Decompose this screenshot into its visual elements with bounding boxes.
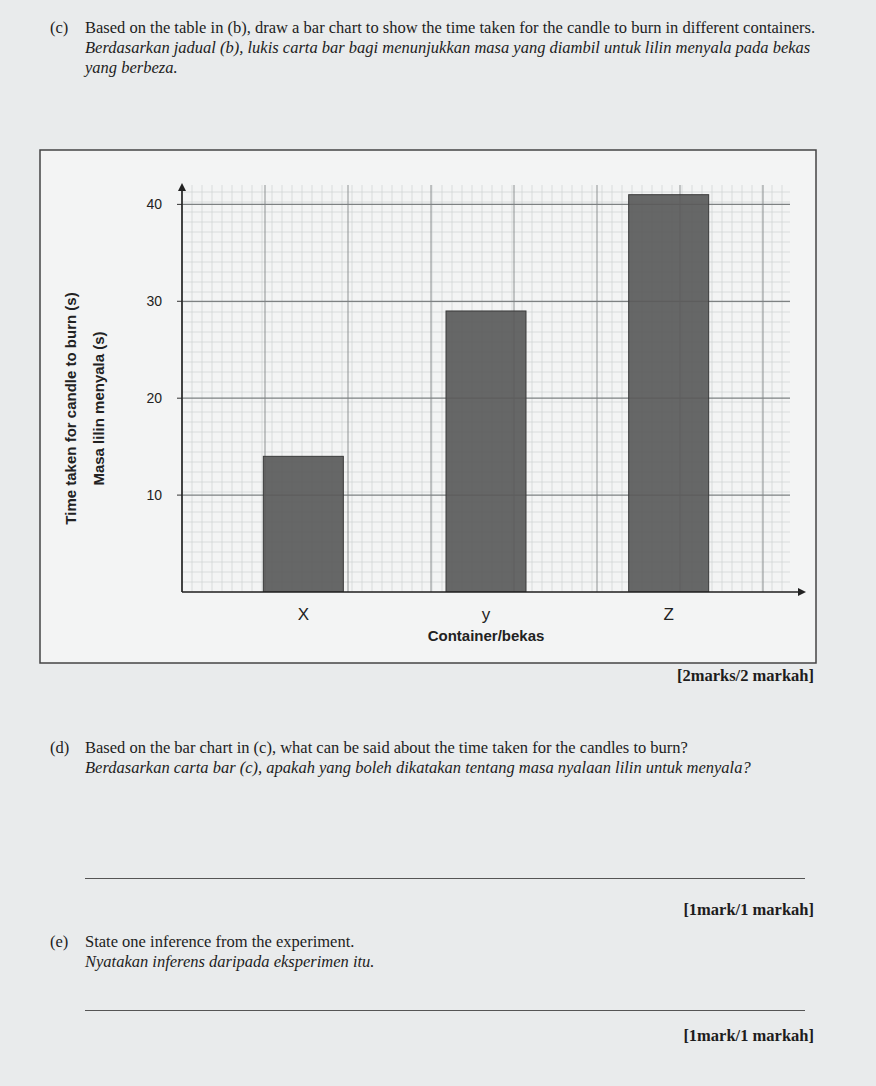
paper-line	[732, 185, 733, 592]
chart: 10 20 30 40 Xy Z Container/bekas Time taken for…	[0, 0, 876, 1086]
graph-paper	[182, 185, 790, 592]
paper-line	[432, 185, 433, 592]
paper-line	[232, 185, 233, 592]
paper-line	[782, 185, 783, 592]
question-text: State one inference from the experiment.	[85, 932, 820, 952]
paper-line	[762, 185, 763, 592]
question-text: Based on the table in (b), draw a bar ch…	[85, 18, 820, 38]
paper-line	[542, 185, 543, 592]
paper-line	[252, 185, 253, 592]
question-text-ms: Nyatakan inferens daripada eksperimen it…	[85, 952, 820, 972]
paper-line	[582, 185, 583, 592]
paper-line	[382, 185, 383, 592]
bar	[629, 195, 709, 592]
question-label: (e)	[50, 932, 68, 952]
question-label: (c)	[50, 18, 68, 38]
paper-line	[192, 185, 193, 592]
tick-label: 40	[146, 196, 162, 212]
tick-label: 20	[146, 390, 162, 406]
y-axis-label: Time taken for candle to burn (s)	[62, 292, 79, 524]
category-label: y	[482, 605, 491, 624]
paper-line	[602, 185, 603, 592]
bars	[263, 195, 708, 592]
axis-arrow	[178, 183, 186, 191]
question-body: Based on the table in (b), draw a bar ch…	[85, 18, 820, 78]
tick-label: 30	[146, 293, 162, 309]
answer-line	[85, 878, 805, 879]
paper-line	[422, 185, 423, 592]
tick-label: 10	[146, 487, 162, 503]
y-axis-label-ms: Masa lilin menyala (s)	[90, 331, 107, 485]
question: (d) Based on the bar chart in (c), what c…	[50, 738, 820, 778]
paper-line	[412, 185, 413, 592]
question-body: Based on the bar chart in (c), what can …	[85, 738, 820, 778]
paper-line	[442, 185, 443, 592]
paper-line	[372, 185, 373, 592]
paper-line	[182, 192, 790, 193]
paper-line	[622, 185, 623, 592]
paper-line	[212, 185, 213, 592]
paper-line	[262, 185, 263, 592]
bar	[446, 311, 526, 592]
paper-line	[182, 185, 183, 592]
question: (c) Based on the table in (b), draw a bar…	[50, 18, 820, 78]
question-label: (d)	[50, 738, 69, 758]
paper-line	[222, 185, 223, 592]
paper-line	[752, 185, 753, 592]
paper-major-line	[182, 185, 183, 592]
bar	[263, 456, 343, 592]
paper-line	[362, 185, 363, 592]
paper-line	[552, 185, 553, 592]
question: (e) State one inference from the experime…	[50, 932, 820, 972]
paper-line	[772, 185, 773, 592]
paper-major-line	[597, 185, 598, 592]
question-body: State one inference from the experiment.…	[85, 932, 820, 972]
marks: [2marks/2 markah]	[677, 666, 814, 686]
paper-line	[562, 185, 563, 592]
paper-line	[572, 185, 573, 592]
paper-major-line	[431, 185, 432, 592]
axis-arrow	[798, 588, 806, 596]
paper-line	[402, 185, 403, 592]
paper-line	[712, 185, 713, 592]
chart-frame	[40, 150, 816, 663]
x-axis-label: Container/bekas	[428, 627, 545, 644]
paper-line	[742, 185, 743, 592]
paper-line	[532, 185, 533, 592]
category-label: X	[298, 605, 309, 624]
paper-line	[722, 185, 723, 592]
category-label: Z	[663, 605, 673, 624]
answer-line	[85, 1010, 805, 1011]
question-text: Based on the bar chart in (c), what can …	[85, 738, 820, 758]
paper-major-line	[763, 185, 764, 592]
paper-line	[392, 185, 393, 592]
paper-line	[612, 185, 613, 592]
paper-line	[592, 185, 593, 592]
x-axis	[182, 591, 798, 593]
paper-line	[352, 185, 353, 592]
paper-line	[202, 185, 203, 592]
marks: [1mark/1 markah]	[683, 1026, 814, 1046]
paper-line	[242, 185, 243, 592]
y-axis	[181, 185, 183, 592]
paper-major-line	[348, 185, 349, 592]
question-text-ms: Berdasarkan carta bar (c), apakah yang b…	[85, 758, 820, 778]
question-text-ms: Berdasarkan jadual (b), lukis carta bar …	[85, 38, 820, 78]
marks: [1mark/1 markah]	[683, 900, 814, 920]
